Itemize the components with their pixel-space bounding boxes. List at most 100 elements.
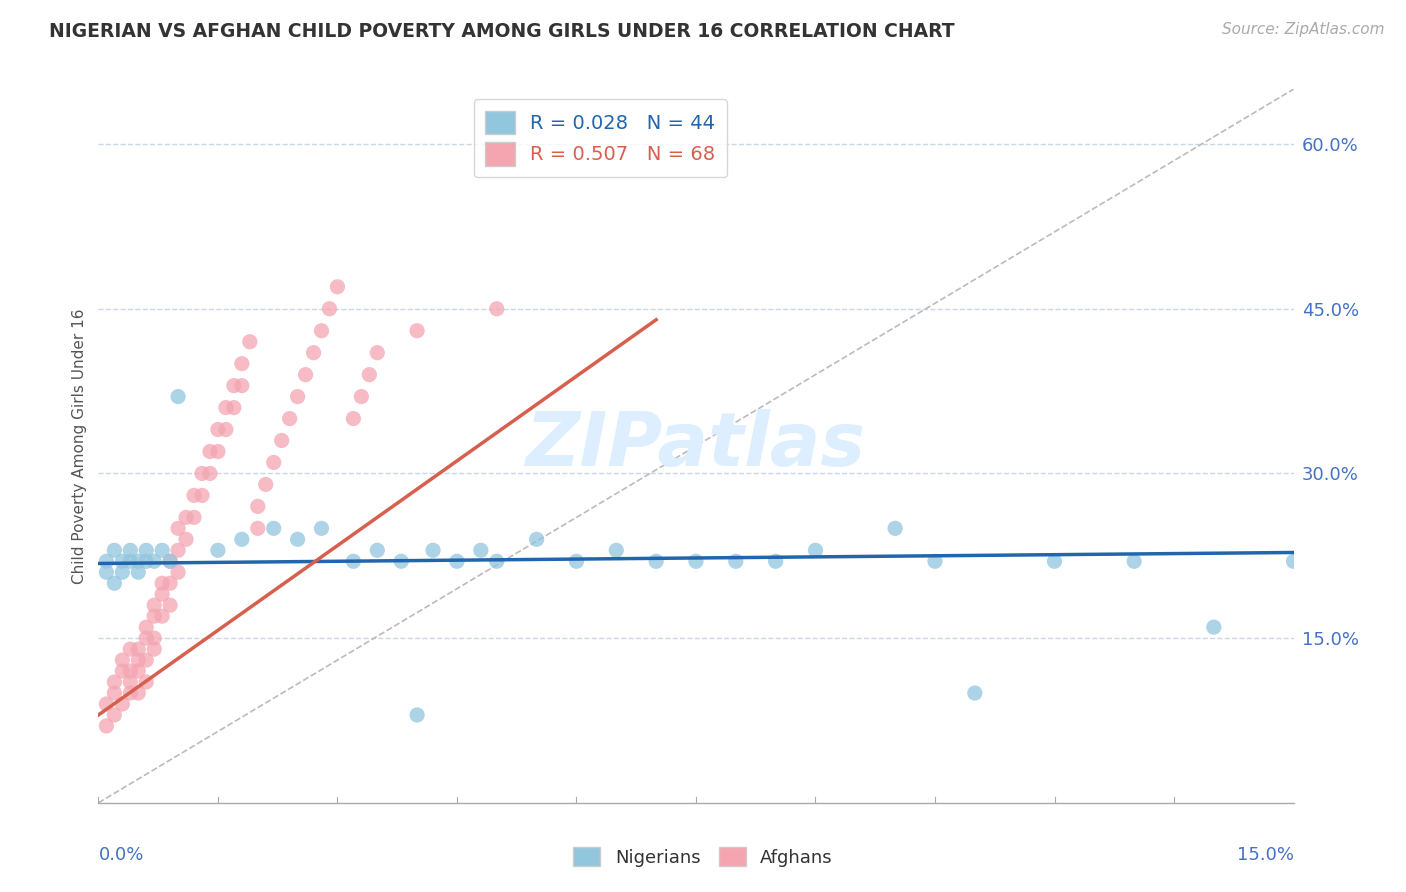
Point	[103, 686, 125, 700]
Point	[342, 554, 364, 568]
Point	[143, 554, 166, 568]
Point	[127, 566, 149, 580]
Point	[167, 566, 190, 580]
Point	[150, 543, 173, 558]
Point	[159, 554, 181, 568]
Point	[198, 444, 221, 458]
Point	[294, 368, 316, 382]
Point	[278, 411, 301, 425]
Point	[526, 533, 548, 547]
Point	[96, 554, 118, 568]
Point	[406, 708, 429, 723]
Point	[1282, 554, 1305, 568]
Point	[924, 554, 946, 568]
Point	[565, 554, 588, 568]
Point	[254, 477, 277, 491]
Point	[263, 521, 285, 535]
Point	[111, 664, 134, 678]
Point	[963, 686, 986, 700]
Point	[302, 345, 325, 359]
Text: NIGERIAN VS AFGHAN CHILD POVERTY AMONG GIRLS UNDER 16 CORRELATION CHART: NIGERIAN VS AFGHAN CHILD POVERTY AMONG G…	[49, 22, 955, 41]
Point	[143, 609, 166, 624]
Point	[103, 576, 125, 591]
Point	[111, 554, 134, 568]
Point	[804, 543, 827, 558]
Point	[645, 554, 668, 568]
Point	[422, 543, 444, 558]
Point	[389, 554, 412, 568]
Point	[143, 642, 166, 657]
Point	[159, 554, 181, 568]
Point	[287, 533, 309, 547]
Point	[191, 488, 214, 502]
Point	[222, 401, 245, 415]
Point	[120, 675, 142, 690]
Point	[135, 620, 157, 634]
Point	[1043, 554, 1066, 568]
Point	[1123, 554, 1146, 568]
Point	[1202, 620, 1225, 634]
Point	[318, 301, 340, 316]
Point	[159, 576, 181, 591]
Point	[135, 675, 157, 690]
Point	[207, 444, 229, 458]
Text: 15.0%: 15.0%	[1236, 846, 1294, 863]
Point	[685, 554, 707, 568]
Point	[239, 334, 262, 349]
Point	[311, 521, 333, 535]
Point	[174, 533, 197, 547]
Point	[406, 324, 429, 338]
Point	[183, 510, 205, 524]
Point	[215, 423, 238, 437]
Point	[135, 631, 157, 645]
Point	[485, 301, 508, 316]
Point	[103, 675, 125, 690]
Point	[111, 566, 134, 580]
Point	[127, 664, 149, 678]
Point	[326, 280, 349, 294]
Point	[143, 631, 166, 645]
Point	[884, 521, 907, 535]
Point	[765, 554, 787, 568]
Point	[120, 686, 142, 700]
Point	[366, 345, 388, 359]
Point	[191, 467, 214, 481]
Point	[231, 533, 253, 547]
Point	[127, 554, 149, 568]
Point	[96, 697, 118, 711]
Point	[287, 390, 309, 404]
Point	[103, 543, 125, 558]
Point	[167, 390, 190, 404]
Point	[231, 357, 253, 371]
Point	[263, 455, 285, 469]
Point	[96, 719, 118, 733]
Point	[231, 378, 253, 392]
Legend: R = 0.028   N = 44, R = 0.507   N = 68: R = 0.028 N = 44, R = 0.507 N = 68	[474, 99, 727, 178]
Point	[150, 609, 173, 624]
Point	[198, 467, 221, 481]
Point	[96, 566, 118, 580]
Point	[246, 521, 269, 535]
Text: Source: ZipAtlas.com: Source: ZipAtlas.com	[1222, 22, 1385, 37]
Point	[366, 543, 388, 558]
Point	[605, 543, 627, 558]
Point	[127, 686, 149, 700]
Point	[135, 554, 157, 568]
Point	[215, 401, 238, 415]
Point	[150, 576, 173, 591]
Point	[342, 411, 364, 425]
Point	[120, 554, 142, 568]
Legend: Nigerians, Afghans: Nigerians, Afghans	[567, 840, 839, 874]
Point	[270, 434, 292, 448]
Point	[174, 510, 197, 524]
Point	[359, 368, 381, 382]
Point	[111, 697, 134, 711]
Point	[150, 587, 173, 601]
Point	[135, 543, 157, 558]
Point	[485, 554, 508, 568]
Point	[311, 324, 333, 338]
Point	[111, 653, 134, 667]
Point	[135, 653, 157, 667]
Point	[470, 543, 492, 558]
Point	[246, 500, 269, 514]
